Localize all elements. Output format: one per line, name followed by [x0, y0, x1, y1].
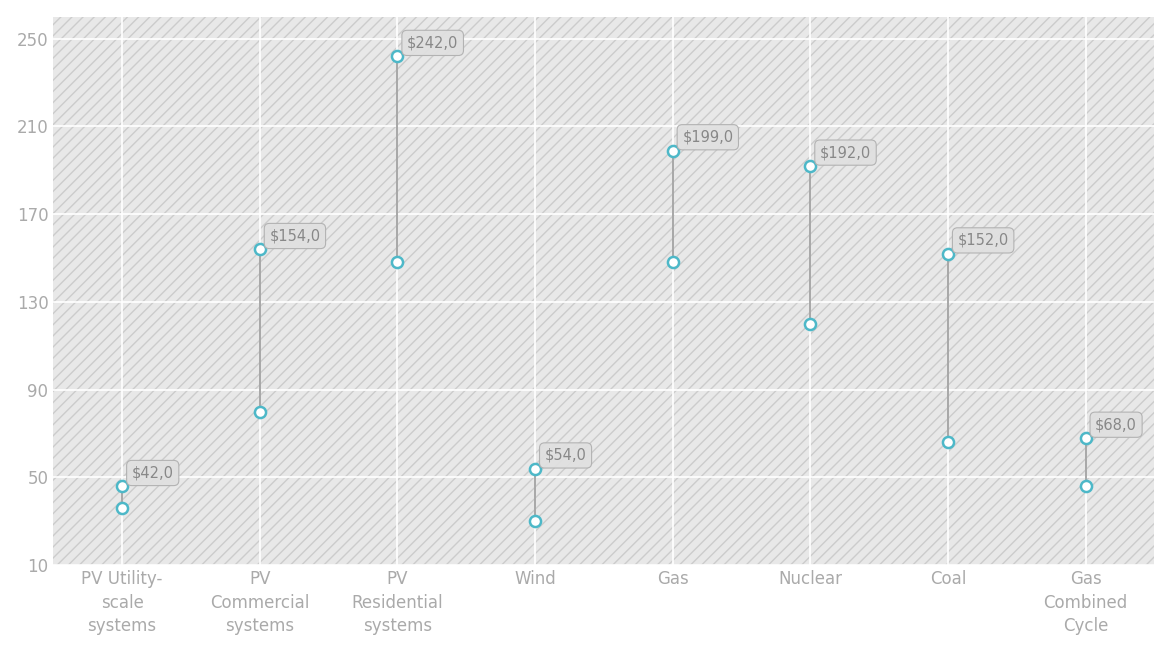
Text: $54,0: $54,0: [545, 448, 587, 463]
Text: $154,0: $154,0: [269, 228, 321, 243]
Text: $192,0: $192,0: [820, 145, 871, 160]
Text: $199,0: $199,0: [683, 130, 733, 145]
Text: $42,0: $42,0: [131, 466, 173, 481]
Text: $242,0: $242,0: [408, 35, 458, 50]
Text: $152,0: $152,0: [958, 233, 1008, 248]
Text: $68,0: $68,0: [1095, 417, 1137, 432]
